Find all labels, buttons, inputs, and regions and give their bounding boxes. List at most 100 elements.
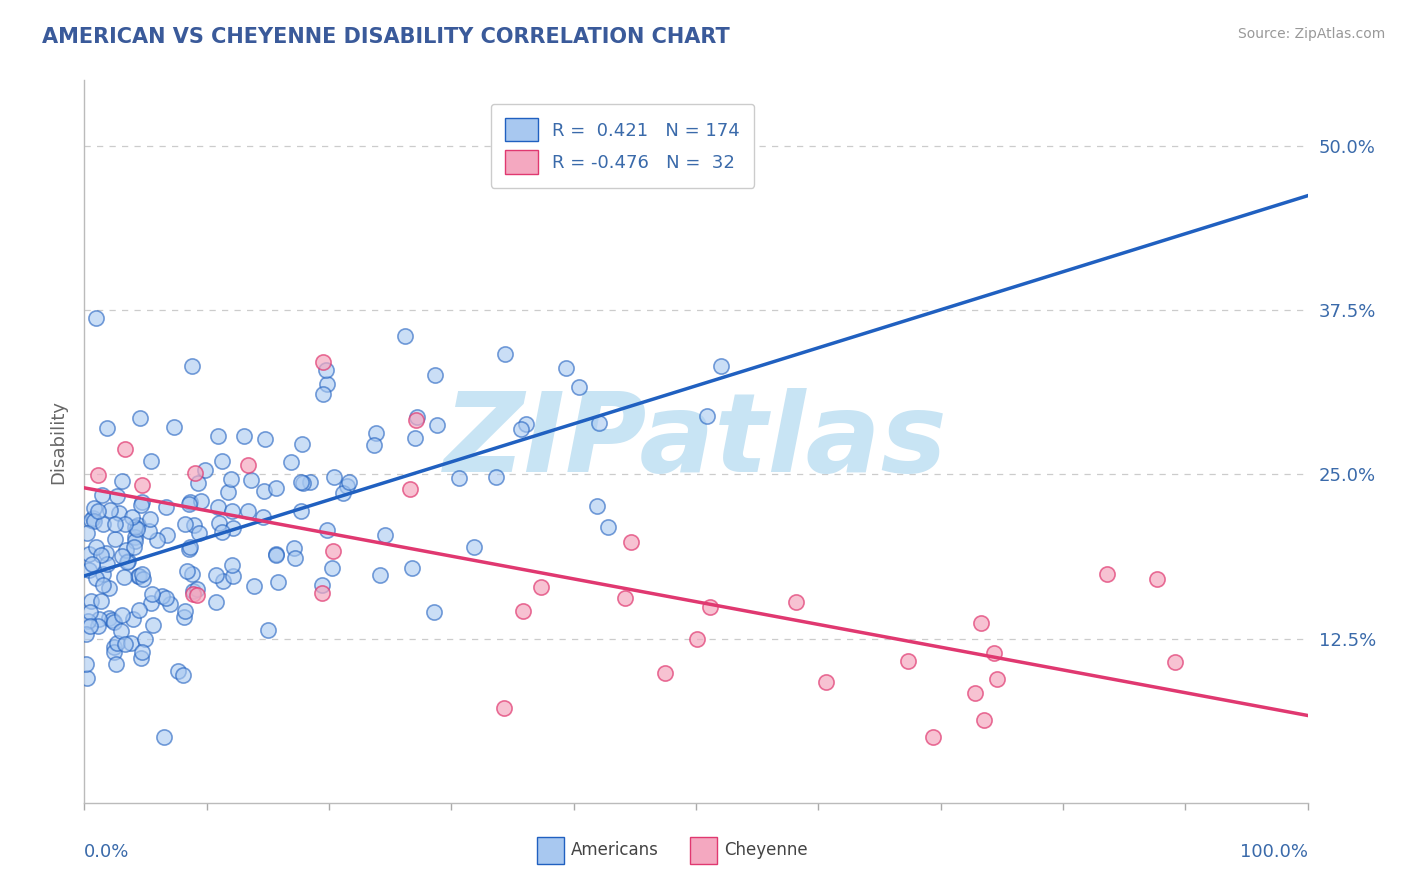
Point (363, 438, 385, 452)
Point (207, 429, 229, 443)
Point (138, 512, 160, 526)
Point (194, 463, 217, 477)
Text: Americans: Americans (571, 841, 659, 860)
Point (96, 557, 118, 571)
Point (75, 627, 97, 641)
Point (965, 686, 987, 700)
Point (208, 516, 231, 530)
Point (131, 566, 153, 581)
Point (90, 594, 112, 608)
Point (613, 591, 636, 606)
Point (404, 431, 426, 445)
Point (90, 548, 112, 562)
Point (509, 422, 531, 436)
Point (129, 498, 152, 512)
Point (368, 567, 391, 582)
Point (174, 604, 197, 618)
Point (172, 668, 194, 682)
Point (115, 555, 138, 569)
Point (423, 368, 446, 383)
Point (337, 475, 360, 490)
Point (145, 533, 167, 548)
Point (299, 475, 322, 489)
Point (983, 646, 1005, 660)
Text: 100.0%: 100.0% (1240, 843, 1308, 861)
Point (181, 587, 204, 601)
Text: ZIPatlas: ZIPatlas (444, 388, 948, 495)
Point (207, 500, 229, 514)
Point (87, 504, 110, 518)
Point (986, 672, 1008, 686)
Point (256, 623, 278, 637)
Text: 0.0%: 0.0% (84, 843, 129, 861)
Point (253, 484, 276, 499)
Text: AMERICAN VS CHEYENNE DISABILITY CORRELATION CHART: AMERICAN VS CHEYENNE DISABILITY CORRELAT… (42, 27, 730, 46)
Point (124, 531, 146, 545)
Point (93, 566, 115, 581)
Point (124, 533, 146, 548)
Point (80, 594, 103, 608)
Point (815, 675, 838, 690)
Point (205, 595, 228, 609)
Text: Cheyenne: Cheyenne (724, 841, 807, 860)
Point (897, 654, 920, 668)
Point (152, 730, 174, 744)
Point (423, 605, 446, 619)
Point (494, 346, 516, 360)
Point (186, 582, 208, 596)
Point (187, 475, 209, 490)
Point (699, 599, 721, 614)
Point (101, 613, 124, 627)
Point (315, 362, 337, 376)
FancyBboxPatch shape (690, 837, 717, 864)
Point (568, 379, 591, 393)
Point (177, 497, 200, 511)
Point (114, 637, 136, 651)
Point (1146, 572, 1168, 586)
Point (91, 516, 114, 531)
Point (79, 619, 101, 633)
Point (96, 546, 118, 560)
Point (311, 577, 333, 591)
Point (283, 541, 305, 556)
Point (96, 421, 118, 435)
Point (125, 522, 148, 536)
Point (266, 574, 288, 589)
Point (108, 506, 131, 520)
Point (179, 542, 201, 557)
Point (336, 479, 359, 493)
Point (316, 377, 339, 392)
Point (142, 618, 165, 632)
Point (922, 730, 945, 744)
Point (155, 500, 177, 515)
Point (141, 587, 163, 601)
Point (221, 558, 243, 573)
Point (115, 543, 138, 558)
Point (173, 610, 195, 624)
Point (222, 521, 245, 535)
Point (105, 657, 128, 672)
Point (1164, 655, 1187, 669)
Point (104, 532, 127, 546)
Point (588, 416, 610, 430)
Point (1097, 566, 1119, 581)
Point (131, 645, 153, 659)
Point (236, 458, 259, 473)
Point (405, 413, 427, 427)
Point (159, 597, 181, 611)
Point (323, 470, 346, 484)
Point (117, 554, 139, 568)
Point (131, 478, 153, 492)
Point (264, 482, 287, 496)
Y-axis label: Disability: Disability (49, 400, 67, 483)
Point (183, 467, 205, 481)
Text: Source: ZipAtlas.com: Source: ZipAtlas.com (1237, 27, 1385, 41)
Point (236, 504, 259, 518)
Point (89, 612, 111, 626)
Point (127, 518, 149, 533)
Point (111, 474, 134, 488)
Point (332, 485, 354, 500)
Point (321, 561, 343, 575)
Point (492, 701, 515, 715)
Point (112, 570, 135, 584)
